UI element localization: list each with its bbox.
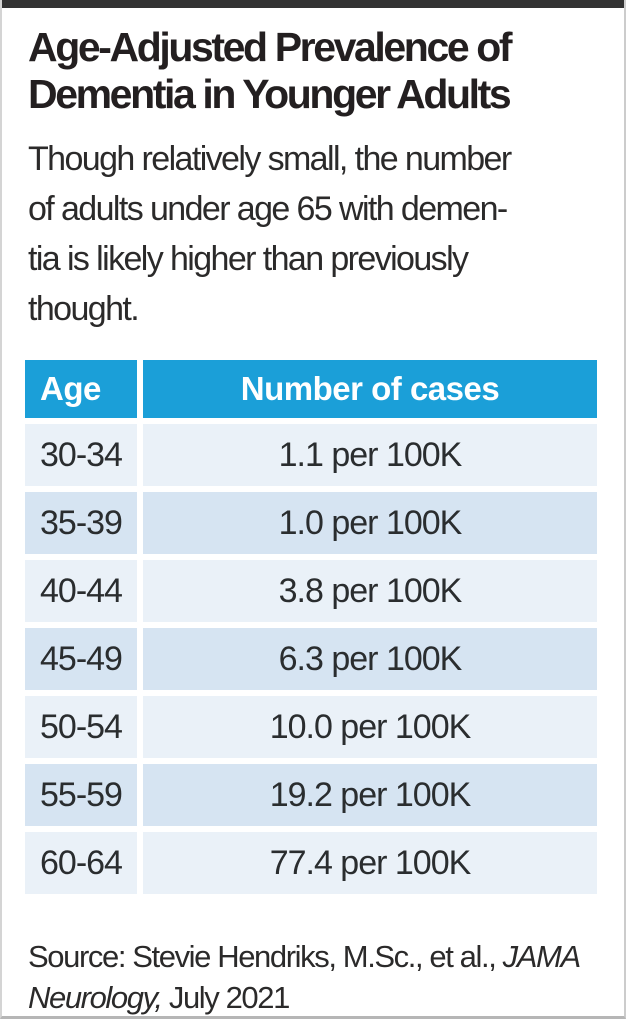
source-attribution: Source: Stevie Hendriks, M.Sc., et al., … <box>28 936 598 1016</box>
intro-paragraph: Though relatively small, the number of a… <box>28 140 512 328</box>
table-row: 30-34 1.1 per 100K <box>25 424 597 486</box>
table-row: 35-39 1.0 per 100K <box>25 492 597 554</box>
table-row: 40-44 3.8 per 100K <box>25 560 597 622</box>
table-row: 60-64 77.4 per 100K <box>25 832 597 894</box>
top-accent-bar <box>2 0 624 8</box>
age-cell: 35-39 <box>25 492 137 554</box>
table-header-row: Age Number of cases <box>25 360 597 418</box>
table-row: 45-49 6.3 per 100K <box>25 628 597 690</box>
prevalence-table: Age Number of cases 30-34 1.1 per 100K 3… <box>25 360 597 894</box>
cases-cell: 1.1 per 100K <box>143 424 597 486</box>
age-cell: 40-44 <box>25 560 137 622</box>
source-journal-italic: JAMA <box>502 939 581 974</box>
age-cell: 45-49 <box>25 628 137 690</box>
cases-cell: 77.4 per 100K <box>143 832 597 894</box>
source-text-regular: Source: Stevie Hendriks, M.Sc., et al., <box>28 939 503 974</box>
cases-cell: 19.2 per 100K <box>143 764 597 826</box>
header-age: Age <box>25 360 137 418</box>
age-cell: 50-54 <box>25 696 137 758</box>
age-cell: 60-64 <box>25 832 137 894</box>
table-row: 50-54 10.0 per 100K <box>25 696 597 758</box>
card-content: Age-Adjusted Prevalence of Dementia in Y… <box>2 8 624 1016</box>
source-journal-italic: Neurology, <box>28 980 163 1015</box>
table-row: 55-59 19.2 per 100K <box>25 764 597 826</box>
page-title: Age-Adjusted Prevalence of Dementia in Y… <box>28 24 513 117</box>
age-cell: 30-34 <box>25 424 137 486</box>
cases-cell: 10.0 per 100K <box>143 696 597 758</box>
cases-cell: 3.8 per 100K <box>143 560 597 622</box>
source-date-regular: July 2021 <box>161 980 291 1015</box>
age-cell: 55-59 <box>25 764 137 826</box>
header-number-of-cases: Number of cases <box>143 360 597 418</box>
cases-cell: 6.3 per 100K <box>143 628 597 690</box>
cases-cell: 1.0 per 100K <box>143 492 597 554</box>
